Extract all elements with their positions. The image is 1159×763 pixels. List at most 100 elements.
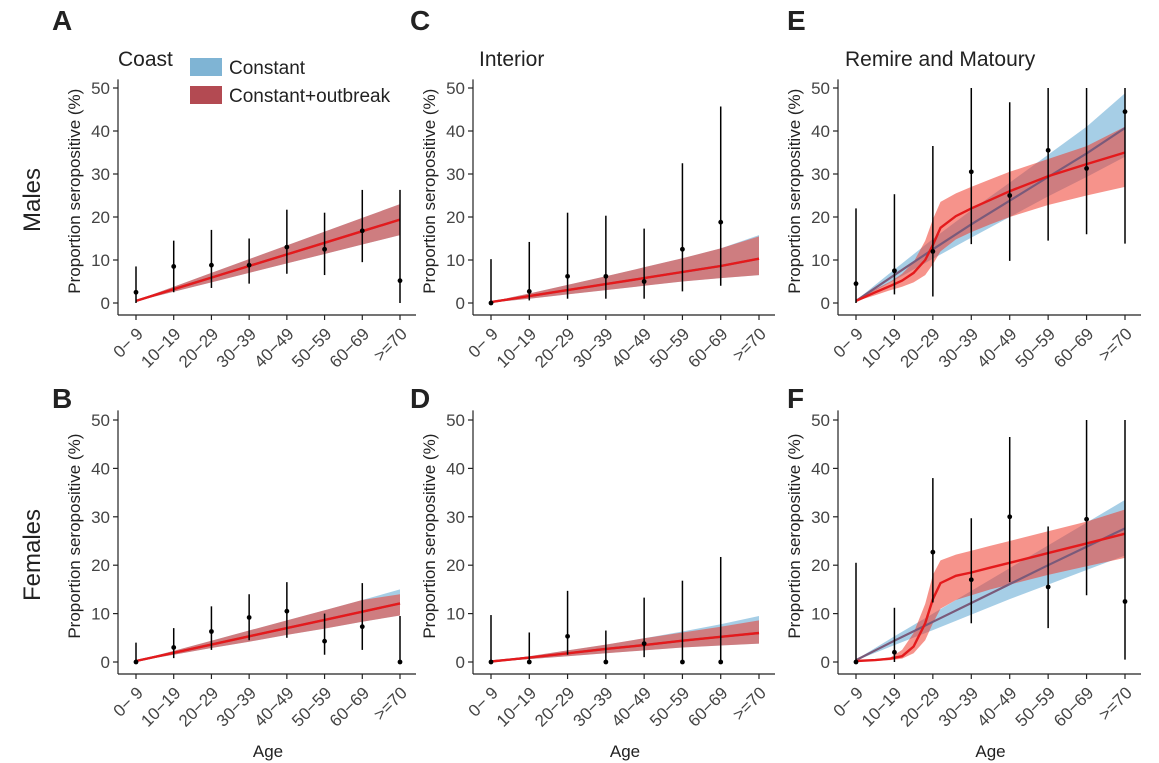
data-point [1045,147,1051,153]
x-tick-label: >=70 [370,683,411,724]
panel-letter-a: A [52,5,72,36]
legend-label-outbreak: Constant+outbreak [229,86,391,107]
data-point [322,246,327,252]
y-axis-title: Proportion seropositive (%) [65,89,84,294]
outbreak-band [856,509,1125,662]
y-tick-label: 10 [91,605,110,624]
panel-letter-d: D [410,383,430,414]
x-tick-label: 40−49 [608,683,655,730]
y-tick-label: 10 [811,605,830,624]
x-tick-label: >=70 [370,324,411,365]
data-point [641,641,647,647]
data-point [246,615,252,620]
data-point [892,268,897,274]
panel-letter-b: B [52,383,72,414]
y-tick-label: 20 [446,556,465,575]
panel-title: Remire and Matoury [845,48,1036,71]
x-tick-label: 10−19 [858,324,905,371]
x-tick-label: 40−49 [608,324,655,371]
legend-label-constant: Constant [229,58,306,79]
x-tick-label: 50−59 [288,683,335,730]
x-tick-label: 30−39 [569,683,616,730]
y-tick-label: 40 [446,122,465,141]
y-tick-label: 40 [446,459,465,478]
x-tick-label: 30−39 [213,324,260,371]
y-axis-title: Proportion seropositive (%) [65,434,84,639]
y-tick-label: 20 [91,556,110,575]
data-point [1122,109,1128,115]
x-axis-title: Age [610,742,640,761]
x-tick-label: 10−19 [137,324,184,371]
data-point [284,244,290,250]
data-point [359,624,365,630]
panel-c: C Interior 0 10 20 30 40 50 Proportion seroposit… [410,5,775,372]
data-point [526,659,532,665]
data-point [209,629,214,634]
data-point [1122,599,1128,604]
y-tick-label: 20 [446,208,465,227]
data-point [171,645,177,650]
y-axis-title: Proportion seropositive (%) [785,89,804,294]
y-tick-label: 40 [91,122,110,141]
x-tick-label: 30−39 [935,324,982,371]
y-tick-label: 30 [446,508,465,527]
y-tick-label: 50 [446,411,465,430]
data-point [397,278,403,284]
x-tick-label: 40−49 [250,683,297,730]
x-tick-label: 50−59 [1012,324,1059,371]
x-tick-label: 10−19 [137,683,184,730]
y-axis-title: Proportion seropositive (%) [420,434,439,639]
data-point [930,249,936,254]
data-point [1084,516,1089,522]
x-tick-label: 20−29 [175,324,222,371]
y-tick-label: 10 [811,251,830,270]
data-point [488,659,494,665]
y-tick-label: 0 [821,653,830,672]
x-axis-title: Age [975,742,1005,761]
data-point [565,633,570,639]
x-tick-label: >=70 [729,683,770,724]
y-tick-label: 50 [91,79,110,98]
data-point [359,228,365,234]
y-tick-label: 50 [811,79,830,98]
row-label-males: Males [19,168,46,232]
data-point [1007,514,1013,520]
x-tick-label: 10−19 [858,683,905,730]
legend-key-outbreak [190,86,222,104]
data-point [641,279,647,284]
x-tick-label: 30−39 [213,683,260,730]
x-tick-label: 40−49 [973,324,1020,371]
data-point [1045,584,1051,590]
data-point [853,659,859,665]
data-point [565,273,570,279]
y-tick-label: 30 [811,508,830,527]
x-tick-label: 50−59 [646,324,693,371]
data-point [603,659,609,665]
data-point [603,273,609,279]
x-tick-label: 10−19 [493,324,540,371]
x-tick-label: >=70 [729,324,770,365]
data-point [133,289,139,295]
data-point [246,262,252,268]
x-tick-label: 30−39 [935,683,982,730]
x-tick-label: 60−69 [326,324,373,371]
x-tick-label: 20−29 [896,324,943,371]
x-tick-label: 20−29 [531,683,578,730]
data-point [718,219,724,225]
y-tick-label: 0 [821,294,830,313]
outbreak-band [136,594,400,662]
y-tick-label: 10 [446,251,465,270]
y-tick-label: 20 [811,208,830,227]
panel-e: E Remire and Matoury 0 10 20 30 40 50 Proportion… [785,5,1141,372]
data-point [718,659,724,665]
data-point [133,659,139,665]
y-tick-label: 30 [91,508,110,527]
x-tick-label: 50−59 [646,683,693,730]
y-tick-label: 40 [91,459,110,478]
y-axis-title: Proportion seropositive (%) [785,434,804,639]
y-tick-label: 10 [91,251,110,270]
y-tick-label: 40 [811,122,830,141]
